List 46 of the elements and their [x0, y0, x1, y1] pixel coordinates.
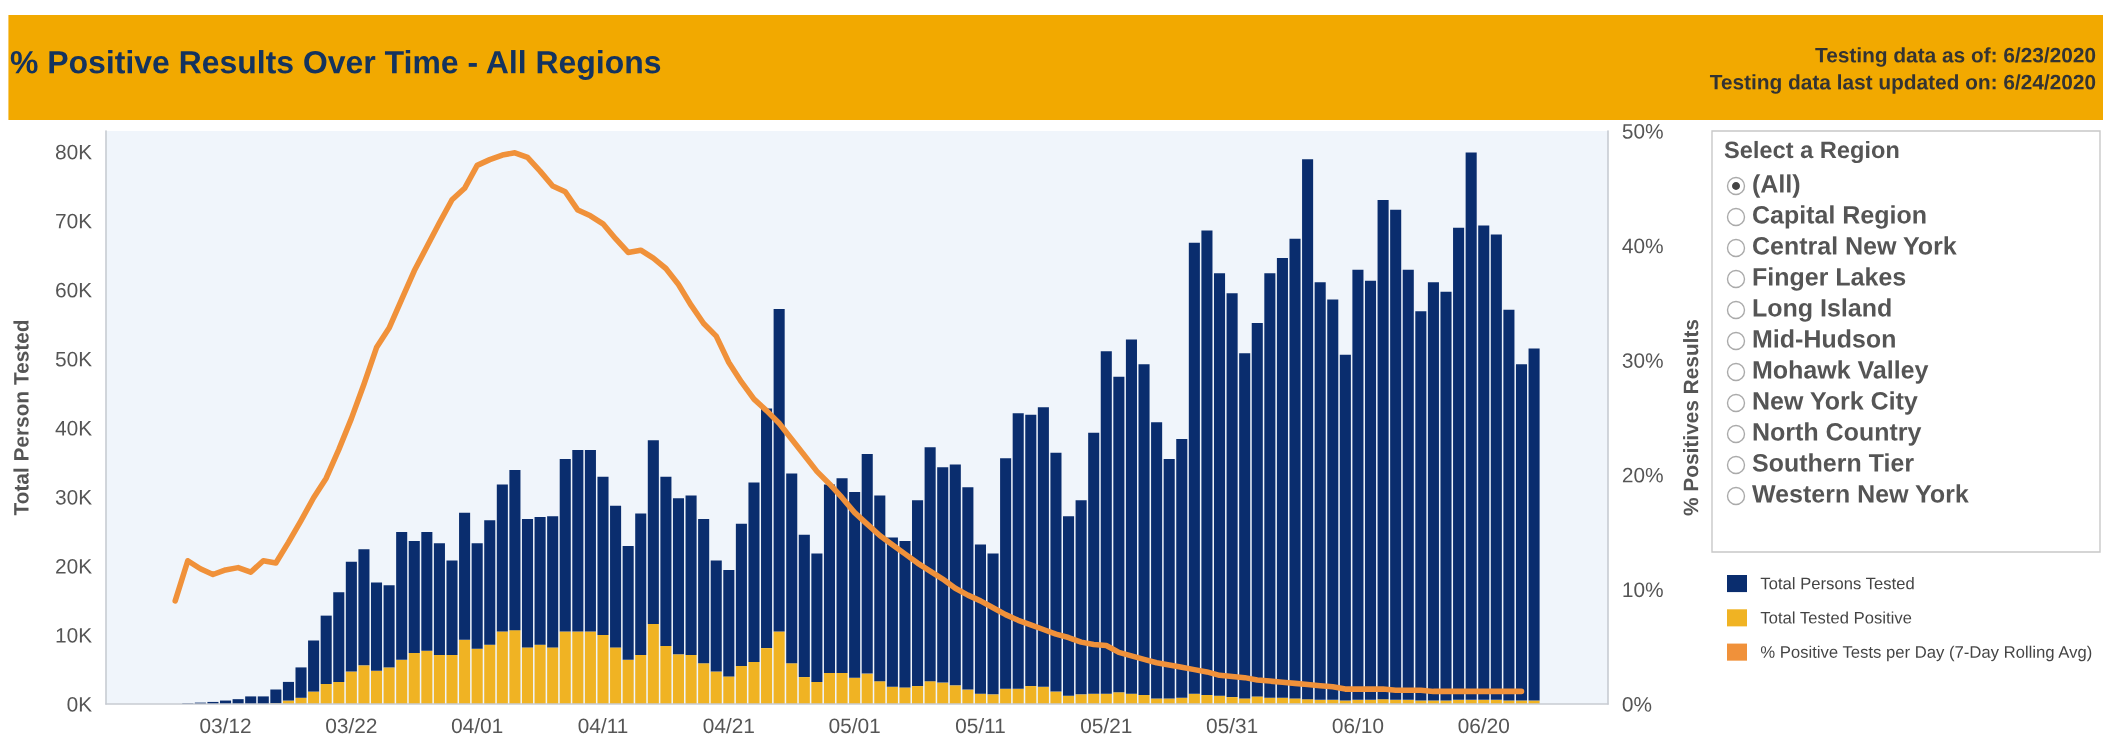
- text: Testing data last updated on: 6/24/2020: [1709, 74, 2096, 94]
- text: Western New York: [1752, 484, 1969, 503]
- y-tick-label: 20K: [56, 558, 92, 574]
- y2-tick-label: 20%: [1622, 467, 1663, 483]
- y-tick-label: 0K: [67, 697, 92, 712]
- text: Finger Lakes: [1753, 267, 1906, 291]
- text: Capital Region: [1753, 205, 1926, 229]
- text: Select a Region: [1724, 140, 1899, 164]
- legend-label: Total Persons Tested: [1760, 577, 1914, 590]
- x-tick-label: 04/21: [703, 717, 754, 734]
- y-axis-title: Total Person Tested: [13, 320, 29, 516]
- x-tick-label: 06/20: [1458, 717, 1510, 734]
- chart-title: % Positive Results Over Time - All Regions: [10, 50, 661, 80]
- x-tick-label: 05/31: [1206, 717, 1258, 734]
- text: Southern Tier: [1752, 453, 1914, 472]
- y2-tick-label: 30%: [1622, 353, 1663, 368]
- text: New York City: [1753, 391, 1918, 415]
- y-tick-label: 70K: [56, 213, 92, 229]
- y-tick-label: 40K: [55, 420, 92, 436]
- x-tick-label: 04/01: [451, 717, 503, 734]
- y2-tick-label: 50%: [1622, 124, 1663, 139]
- x-tick-label: 05/21: [1081, 717, 1132, 734]
- x-tick-label: 03/22: [326, 717, 377, 734]
- text: Long Island: [1753, 298, 1891, 322]
- text: Mid-Hudson: [1753, 329, 1895, 348]
- text: Mohawk Valley: [1753, 360, 1929, 384]
- y-tick-label: 50K: [55, 351, 92, 367]
- y-tick-label: 60K: [56, 282, 92, 298]
- y2-tick-label: 0%: [1622, 697, 1652, 712]
- text: Central New York: [1753, 236, 1957, 255]
- x-tick-label: 05/11: [955, 717, 1005, 734]
- y2-axis-title: % Positives Results: [1683, 319, 1699, 516]
- text: (All): [1753, 174, 1800, 198]
- y2-tick-label: 40%: [1622, 238, 1663, 254]
- x-tick-label: 04/11: [578, 717, 628, 734]
- x-tick-label: 06/10: [1332, 717, 1384, 734]
- text: North Country: [1753, 422, 1922, 446]
- y-tick-label: 30K: [55, 489, 92, 505]
- x-tick-label: 05/01: [829, 717, 880, 734]
- text: Testing data as of: 6/23/2020: [1815, 47, 2096, 67]
- y-tick-label: 10K: [56, 627, 92, 643]
- legend-label: Total Tested Positive: [1760, 611, 1912, 624]
- legend-label: % Positive Tests per Day (7-Day Rolling Avg): [1760, 645, 2092, 662]
- y2-tick-label: 10%: [1623, 582, 1663, 598]
- y-tick-label: 80K: [55, 144, 92, 160]
- x-tick-label: 03/12: [200, 717, 251, 734]
